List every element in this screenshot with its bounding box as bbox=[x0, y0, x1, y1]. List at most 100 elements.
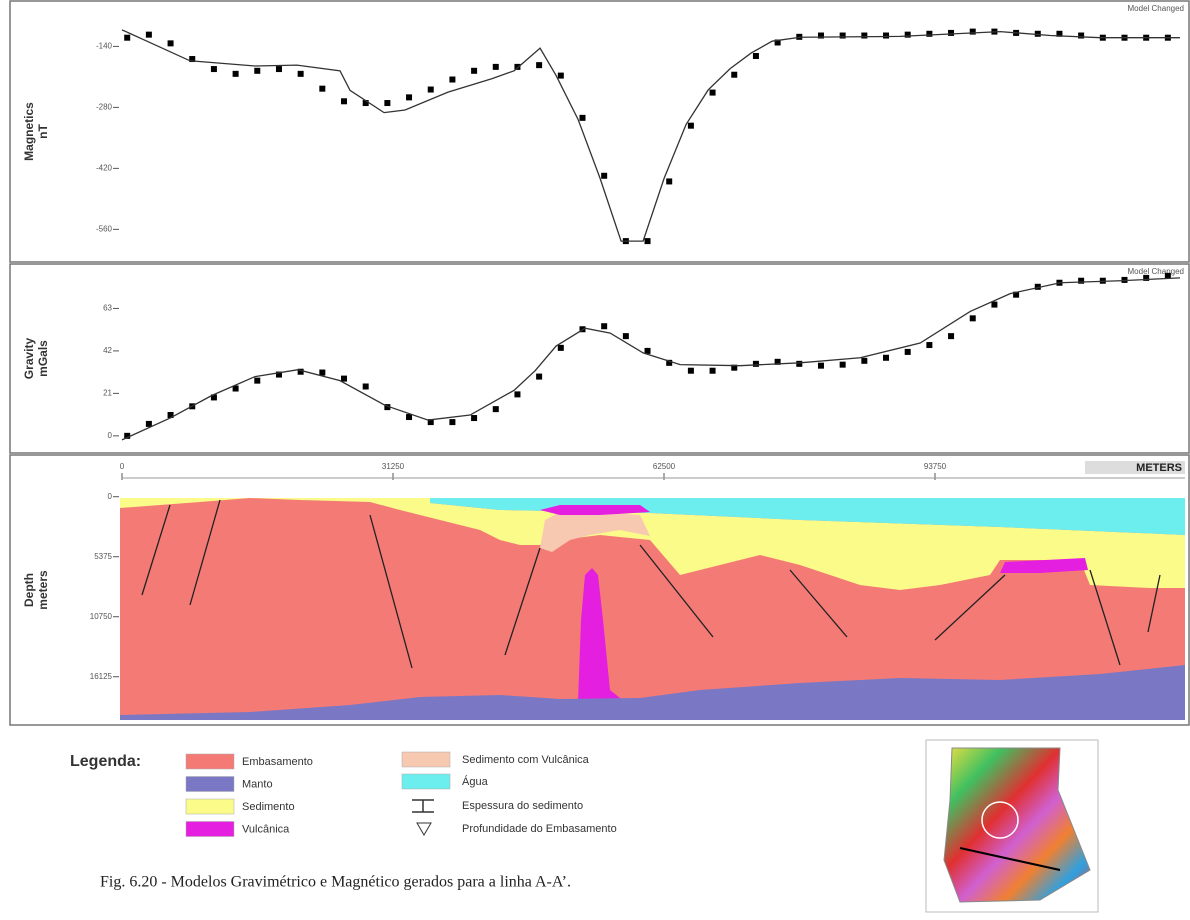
y-tick-label: -560 bbox=[96, 224, 113, 233]
data-point bbox=[297, 368, 304, 375]
data-point bbox=[471, 415, 478, 422]
data-point bbox=[384, 404, 391, 411]
data-point bbox=[341, 98, 348, 105]
data-point bbox=[622, 333, 629, 340]
y-axis-label: Magnetics bbox=[22, 102, 36, 161]
data-point bbox=[210, 66, 217, 73]
data-point bbox=[492, 63, 499, 70]
data-point bbox=[297, 70, 304, 77]
legend-swatch bbox=[401, 773, 451, 790]
cross-section bbox=[120, 498, 1185, 720]
magnetics-frame bbox=[9, 0, 1190, 263]
y-tick-label: 0 bbox=[108, 492, 113, 501]
legend-label: Embasamento bbox=[242, 756, 313, 768]
data-point bbox=[926, 30, 933, 37]
geologic-unit bbox=[1000, 558, 1088, 573]
caption: Fig. 6.20 - Modelos Gravimétrico e Magné… bbox=[100, 874, 571, 891]
data-point bbox=[752, 52, 759, 59]
data-point bbox=[167, 412, 174, 419]
legend-swatch bbox=[185, 821, 235, 837]
data-point bbox=[861, 357, 868, 364]
y-tick-label: 10750 bbox=[90, 612, 113, 621]
data-point bbox=[557, 72, 564, 79]
data-point bbox=[514, 391, 521, 398]
legend-label: Vulcânica bbox=[242, 823, 290, 835]
legend-label: Água bbox=[462, 775, 489, 788]
data-point bbox=[1034, 283, 1041, 290]
data-point bbox=[644, 347, 651, 354]
data-point bbox=[861, 32, 868, 39]
y-tick-label: 21 bbox=[103, 388, 112, 397]
data-point bbox=[210, 394, 217, 401]
data-point bbox=[406, 94, 413, 101]
data-point bbox=[384, 100, 391, 107]
legend-title: Legenda: bbox=[70, 753, 141, 770]
fault bbox=[1089, 569, 1121, 666]
y-tick-label: 16125 bbox=[90, 672, 113, 681]
data-point bbox=[948, 29, 955, 36]
model-line bbox=[121, 29, 1180, 242]
location-map bbox=[925, 739, 1099, 913]
fault bbox=[934, 574, 1006, 641]
y-axis-label: Gravity bbox=[22, 337, 36, 379]
data-point bbox=[362, 100, 369, 107]
data-point bbox=[1013, 291, 1020, 298]
legend-label: Sedimento com Vulcânica bbox=[462, 754, 590, 766]
data-point bbox=[731, 364, 738, 371]
data-point bbox=[341, 375, 348, 382]
data-point bbox=[427, 419, 434, 426]
y-tick-label: 63 bbox=[103, 304, 112, 313]
legend-symbol bbox=[412, 799, 434, 836]
x-tick-label: 31250 bbox=[382, 462, 405, 471]
data-point bbox=[232, 385, 239, 392]
data-point bbox=[644, 238, 651, 245]
geologic-unit bbox=[578, 568, 625, 702]
data-point bbox=[427, 86, 434, 93]
data-point bbox=[948, 333, 955, 340]
data-point bbox=[796, 360, 803, 367]
fault bbox=[1147, 574, 1161, 633]
data-point bbox=[189, 56, 196, 63]
x-tick-label: 0 bbox=[120, 462, 125, 471]
fault bbox=[189, 499, 221, 606]
data-point bbox=[124, 34, 131, 41]
data-point bbox=[601, 172, 608, 179]
data-point bbox=[904, 31, 911, 38]
data-point bbox=[167, 40, 174, 47]
data-point bbox=[883, 354, 890, 361]
data-point bbox=[449, 419, 456, 426]
y-axis-label: nT bbox=[36, 124, 50, 139]
data-point bbox=[124, 432, 131, 439]
fault bbox=[369, 514, 413, 669]
data-point bbox=[319, 85, 326, 92]
x-tick-label: 62500 bbox=[653, 462, 676, 471]
geologic-unit bbox=[120, 498, 1185, 590]
legend-label: Profundidade do Embasamento bbox=[462, 823, 617, 835]
data-point bbox=[839, 361, 846, 368]
fault bbox=[639, 544, 714, 638]
data-point bbox=[254, 67, 261, 74]
model-line bbox=[121, 277, 1181, 441]
data-point bbox=[514, 63, 521, 70]
data-point bbox=[1056, 30, 1063, 37]
legend-label: Sedimento bbox=[242, 801, 295, 813]
data-point bbox=[991, 301, 998, 308]
data-point bbox=[275, 66, 282, 73]
data-point bbox=[319, 369, 326, 376]
data-point bbox=[1034, 30, 1041, 37]
data-point bbox=[406, 414, 413, 421]
legend-swatch bbox=[185, 798, 235, 815]
data-point bbox=[774, 358, 781, 365]
data-point bbox=[687, 367, 694, 374]
y-tick-label: 42 bbox=[103, 346, 112, 355]
data-point bbox=[145, 420, 152, 427]
data-point bbox=[557, 344, 564, 351]
data-point bbox=[709, 89, 716, 96]
data-point bbox=[969, 28, 976, 35]
data-point bbox=[449, 76, 456, 83]
data-point bbox=[579, 114, 586, 121]
data-point bbox=[731, 71, 738, 78]
data-point bbox=[666, 359, 673, 366]
y-axis-label: meters bbox=[36, 570, 50, 610]
